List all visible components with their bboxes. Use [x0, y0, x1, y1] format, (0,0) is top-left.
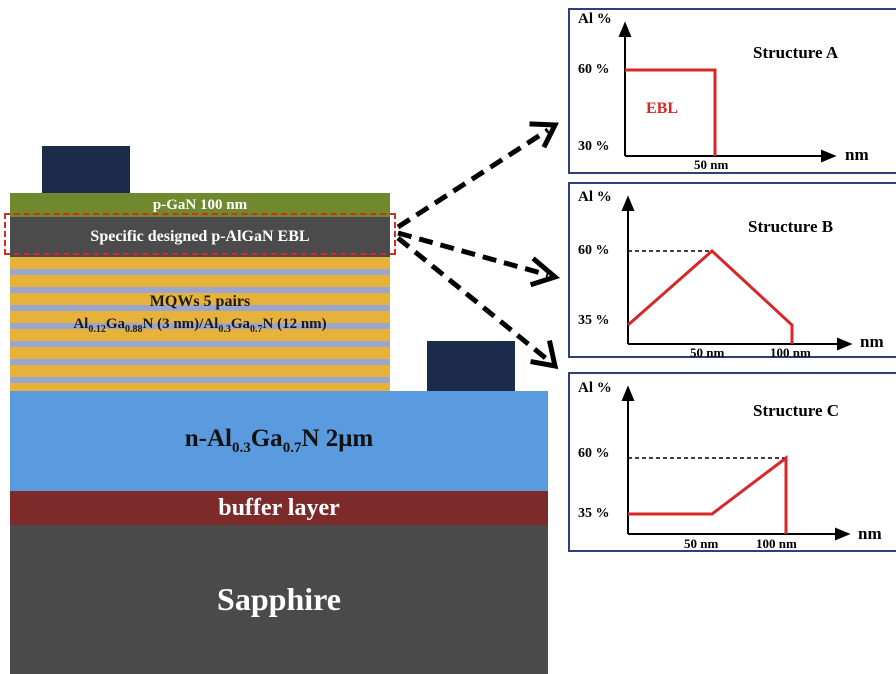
ebl-label: Specific designed p-AlGaN EBL: [90, 228, 310, 245]
x-axis-label: nm: [858, 524, 882, 543]
profile-plot-c: [621, 385, 851, 541]
ebl-layer: Specific designed p-AlGaN EBL: [10, 217, 390, 257]
ebl-label: EBL: [646, 100, 679, 117]
y-tick-35: 35 %: [578, 506, 610, 521]
y-axis-label: Al %: [578, 189, 612, 205]
x-axis-label: nm: [845, 145, 869, 164]
y-axis-arrowhead: [618, 21, 632, 37]
title: Structure A: [753, 43, 839, 62]
x-tick-100: 100 nm: [770, 345, 811, 360]
title: Structure B: [748, 217, 834, 236]
profile-plot-a: [618, 21, 837, 163]
sapphire-label: Sapphire: [217, 581, 341, 617]
title: Structure C: [753, 401, 840, 420]
panel-structure-b: Al % Structure B 60 % 35 % 50 nm 100 nm …: [568, 182, 896, 360]
x-axis-label: nm: [860, 332, 884, 351]
arrow-head-b: [529, 256, 561, 288]
x-tick-50: 50 nm: [690, 345, 725, 360]
y-axis-label: Al %: [578, 11, 612, 27]
x-tick-50: 50 nm: [684, 536, 719, 551]
y-axis-arrowhead: [621, 195, 635, 211]
panel-structure-c: Al % Structure C 60 % 35 % 50 nm 100 nm …: [568, 372, 896, 552]
ebl-highlight-box: [4, 213, 396, 255]
arrow-head-c: [530, 340, 559, 370]
n-algan-label: n-Al0.3Ga0.7N 2μm: [184, 425, 374, 456]
y-tick-30: 30 %: [578, 139, 610, 154]
x-tick-50: 50 nm: [694, 157, 729, 172]
profile-plot-b: [621, 195, 853, 351]
mqw-title: MQWs 5 pairs: [149, 293, 251, 310]
arrow-to-c: [396, 236, 550, 362]
y-tick-60: 60 %: [578, 62, 610, 77]
mqw-region: [10, 257, 390, 391]
arrow-to-b: [397, 230, 549, 278]
n-contact: [427, 341, 515, 391]
x-axis-arrowhead: [821, 149, 837, 163]
x-axis-arrowhead: [835, 527, 851, 541]
buffer-label: buffer layer: [218, 494, 340, 521]
panel-structure-a: Al % Structure A 60 % 30 % EBL 50 nm nm: [568, 8, 896, 174]
y-tick-35: 35 %: [578, 313, 610, 328]
al-profile-a: [625, 68, 717, 156]
y-tick-60: 60 %: [578, 243, 610, 258]
buffer-layer: buffer layer: [10, 491, 548, 525]
p-contact: [42, 146, 130, 193]
y-tick-60: 60 %: [578, 446, 610, 461]
al-profile-c: [628, 454, 788, 534]
y-axis-label: Al %: [578, 380, 612, 396]
sapphire-substrate: Sapphire: [10, 525, 548, 674]
al-profile-b: [627, 248, 794, 344]
y-axis-arrowhead: [621, 385, 635, 401]
x-tick-100: 100 nm: [756, 536, 797, 551]
mqw-formula: Al0.12Ga0.88N (3 nm)/Al0.3Ga0.7N (12 nm): [73, 316, 327, 335]
arrow-to-a: [396, 127, 550, 230]
n-algan-layer: n-Al0.3Ga0.7N 2μm: [10, 391, 548, 491]
pgan-label: p-GaN 100 nm: [152, 196, 248, 213]
arrow-head-a: [529, 121, 559, 149]
x-axis-arrowhead: [837, 337, 853, 351]
